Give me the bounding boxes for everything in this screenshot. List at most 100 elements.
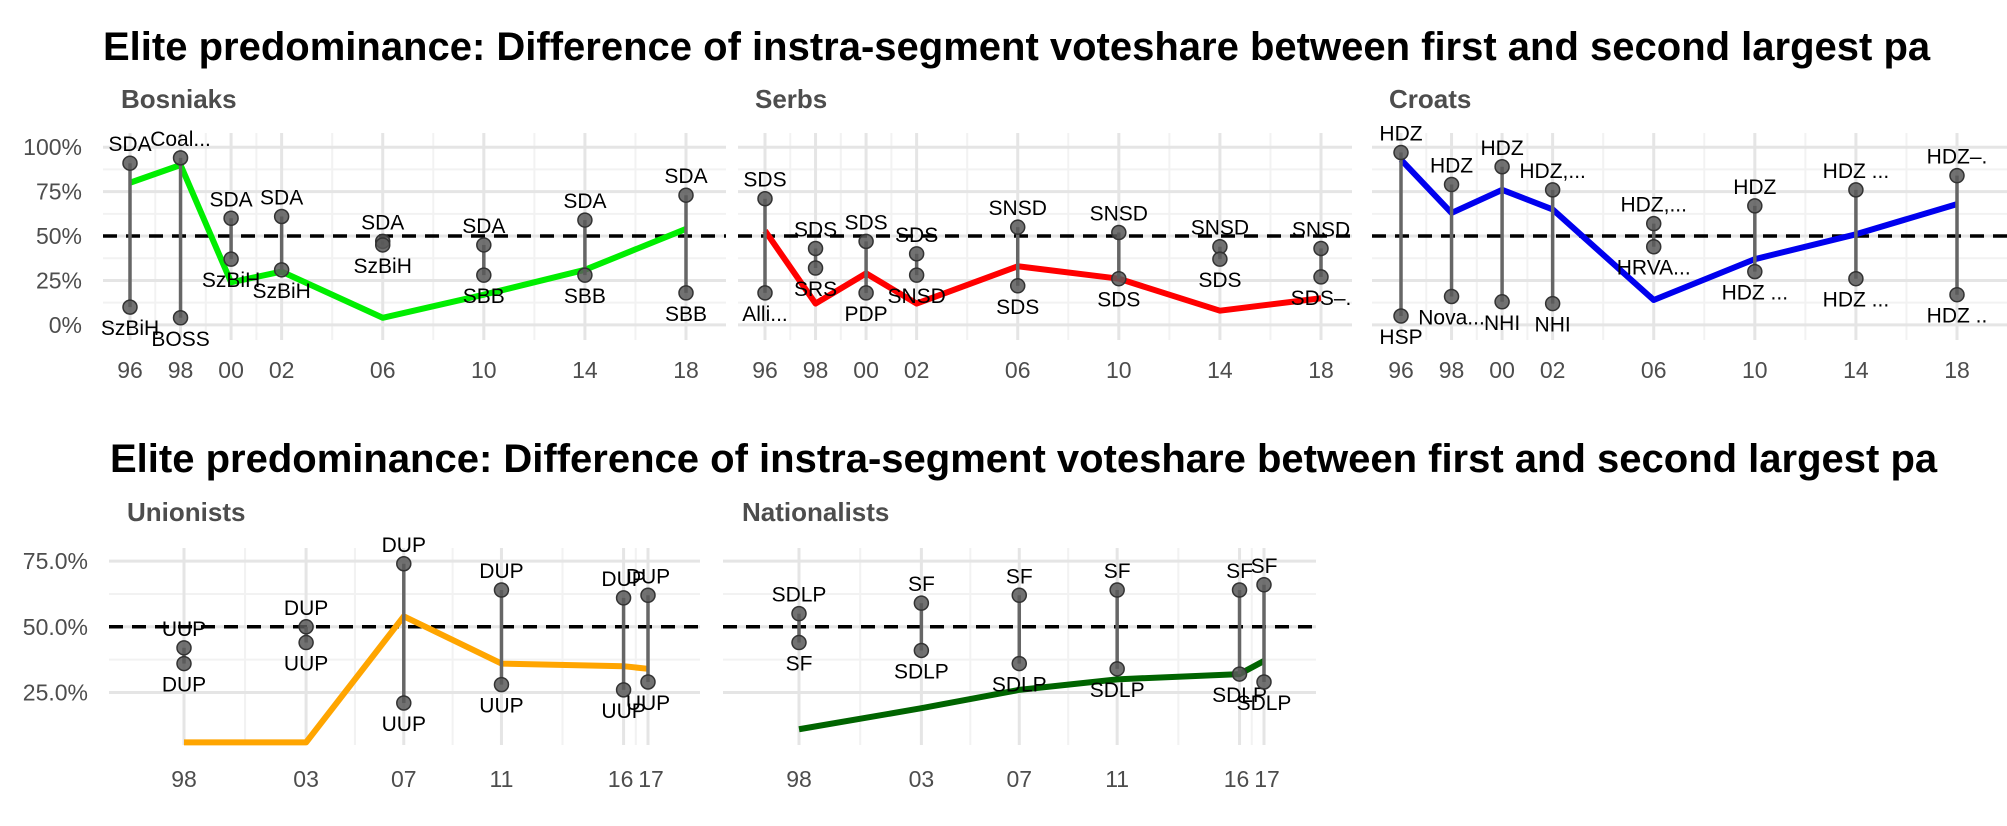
facet-label: Croats <box>1389 84 1471 114</box>
first-party-label: SDA <box>108 133 151 156</box>
second-party-point <box>913 642 930 659</box>
facet-panel-bosniaks: Bosniaks SDA SzBiH Coal... BOSS SDA SzBiH SDA Sz… <box>23 84 726 383</box>
second-party-point <box>1111 270 1127 287</box>
first-party-label: HDZ <box>1733 176 1776 199</box>
second-party-label: SDLP <box>1090 679 1145 702</box>
second-party-point <box>493 676 510 693</box>
x-tick-label: 10 <box>1106 357 1132 383</box>
first-party-label: SNSD <box>1191 217 1249 240</box>
x-tick-label: 07 <box>1006 766 1032 792</box>
second-party-label: UUP <box>626 692 670 715</box>
second-party-point <box>1544 295 1561 312</box>
x-tick-label: 14 <box>572 357 598 383</box>
facet-label: Bosniaks <box>121 84 237 114</box>
first-party-point <box>223 210 239 227</box>
second-party-point <box>273 262 290 278</box>
second-party-point <box>172 310 189 326</box>
second-party-point <box>1313 269 1329 285</box>
first-party-point <box>1011 587 1028 604</box>
difference-series-line <box>762 229 1322 314</box>
second-party-point <box>1443 288 1460 305</box>
second-party-label: HSP <box>1379 326 1422 349</box>
first-party-label: UUP <box>162 618 206 641</box>
y-tick-label: 0% <box>49 312 82 338</box>
chart-group-1: Elite predominance: Difference of instra… <box>23 25 2007 383</box>
facet-panel-nationalists: NationalistsSDLPSFSFSDLPSFSDLPSFSDLPSFSD… <box>723 497 1316 792</box>
second-party-label: SzBiH <box>202 269 260 292</box>
x-tick-label: 00 <box>1489 357 1515 383</box>
second-party-label: SF <box>786 653 813 676</box>
second-party-label: HDZ .. <box>1927 305 1988 328</box>
second-party-label: Nova... <box>1418 306 1485 329</box>
second-party-point <box>577 267 593 283</box>
first-party-point <box>577 212 593 228</box>
first-party-label: HDZ,... <box>1620 194 1687 217</box>
difference-series-line <box>1398 157 1958 304</box>
x-tick-label: 14 <box>1207 357 1233 383</box>
facet-label: Serbs <box>755 84 827 114</box>
facet-label: Unionists <box>127 497 245 527</box>
second-party-label: SzBiH <box>101 317 159 340</box>
chart-title: Elite predominance: Difference of instra… <box>110 437 1938 481</box>
y-tick-label: 75% <box>36 179 82 205</box>
first-party-label: SDA <box>209 188 252 211</box>
second-party-label: SDLP <box>992 674 1047 697</box>
second-party-label: HRVA... <box>1617 257 1691 280</box>
x-tick-label: 18 <box>1944 357 1970 383</box>
second-party-point <box>1747 263 1763 280</box>
x-tick-label: 98 <box>803 357 829 383</box>
second-party-label: SRS <box>794 278 837 301</box>
second-party-point <box>615 682 632 698</box>
first-party-label: HDZ,... <box>1519 160 1586 183</box>
first-party-label: SF <box>1006 565 1033 588</box>
first-party-point <box>757 190 773 207</box>
first-party-label: HDZ <box>1430 155 1473 178</box>
first-party-point <box>298 619 314 635</box>
first-party-label: SNSD <box>1292 218 1350 241</box>
first-party-point <box>396 556 412 572</box>
second-party-point <box>298 634 314 651</box>
first-party-label: SDA <box>361 211 404 234</box>
second-party-point <box>807 260 824 276</box>
first-party-point <box>1747 198 1763 214</box>
first-party-point <box>493 582 510 598</box>
y-tick-label: 100% <box>23 134 82 160</box>
first-party-point <box>1109 582 1125 598</box>
y-tick-label: 75.0% <box>23 548 88 574</box>
second-party-label: Alli... <box>742 303 788 326</box>
first-party-label: HDZ <box>1481 137 1524 160</box>
second-party-point <box>908 267 925 283</box>
x-tick-label: 96 <box>752 357 778 383</box>
second-party-label: SBB <box>463 285 505 308</box>
x-tick-label: 02 <box>1540 357 1566 383</box>
facet-panel-croats: Croats HDZ HSP HDZ Nova... HDZ NHI HDZ,... NHI HD… <box>1372 84 2007 383</box>
first-party-point <box>176 640 192 656</box>
second-party-label: SDLP <box>1212 684 1267 707</box>
second-party-label: NHI <box>1535 314 1571 337</box>
first-party-label: HDZ ... <box>1823 160 1890 183</box>
first-party-label: SDS <box>794 218 837 241</box>
first-party-point <box>1949 167 1965 184</box>
first-party-point <box>1443 176 1460 193</box>
first-party-point <box>122 155 138 171</box>
first-party-point <box>678 187 694 203</box>
second-party-point <box>1256 674 1272 690</box>
first-party-label: SF <box>1226 560 1253 583</box>
x-tick-label: 06 <box>370 357 396 383</box>
x-tick-label: 03 <box>293 766 319 792</box>
first-party-point <box>172 150 189 166</box>
chart-root: Elite predominance: Difference of instra… <box>23 25 2007 792</box>
second-party-label: SBB <box>564 285 606 308</box>
first-party-point <box>1313 240 1329 257</box>
second-party-label: DUP <box>162 674 206 697</box>
second-party-label: SDLP <box>1237 692 1292 715</box>
x-tick-label: 00 <box>218 357 244 383</box>
second-party-label: HDZ ... <box>1823 289 1890 312</box>
second-party-label: SDS <box>1198 269 1241 292</box>
x-tick-label: 06 <box>1005 357 1031 383</box>
x-tick-label: 11 <box>490 766 514 792</box>
x-tick-label: 17 <box>638 766 664 792</box>
second-party-point <box>1393 308 1409 324</box>
first-party-point <box>1645 215 1662 232</box>
